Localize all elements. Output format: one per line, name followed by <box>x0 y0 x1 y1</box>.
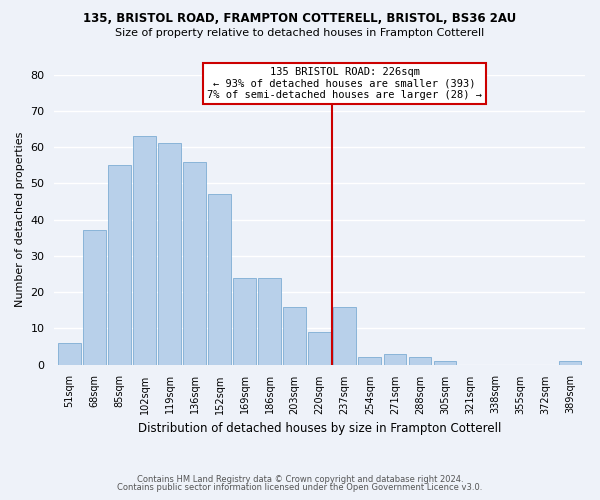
Bar <box>308 332 331 364</box>
Bar <box>409 358 431 364</box>
Bar <box>283 306 306 364</box>
Bar <box>58 343 80 364</box>
Text: Contains HM Land Registry data © Crown copyright and database right 2024.: Contains HM Land Registry data © Crown c… <box>137 475 463 484</box>
Bar <box>259 278 281 364</box>
Bar <box>108 165 131 364</box>
Bar <box>358 358 381 364</box>
Bar <box>183 162 206 364</box>
Text: Size of property relative to detached houses in Frampton Cotterell: Size of property relative to detached ho… <box>115 28 485 38</box>
Y-axis label: Number of detached properties: Number of detached properties <box>15 132 25 308</box>
Text: Contains public sector information licensed under the Open Government Licence v3: Contains public sector information licen… <box>118 484 482 492</box>
X-axis label: Distribution of detached houses by size in Frampton Cotterell: Distribution of detached houses by size … <box>138 422 502 435</box>
Text: 135, BRISTOL ROAD, FRAMPTON COTTERELL, BRISTOL, BS36 2AU: 135, BRISTOL ROAD, FRAMPTON COTTERELL, B… <box>83 12 517 26</box>
Bar <box>208 194 231 364</box>
Bar <box>559 361 581 364</box>
Bar <box>158 144 181 364</box>
Bar <box>83 230 106 364</box>
Bar <box>383 354 406 364</box>
Bar <box>334 306 356 364</box>
Bar <box>434 361 456 364</box>
Text: 135 BRISTOL ROAD: 226sqm
← 93% of detached houses are smaller (393)
7% of semi-d: 135 BRISTOL ROAD: 226sqm ← 93% of detach… <box>207 67 482 100</box>
Bar <box>233 278 256 364</box>
Bar <box>133 136 156 364</box>
